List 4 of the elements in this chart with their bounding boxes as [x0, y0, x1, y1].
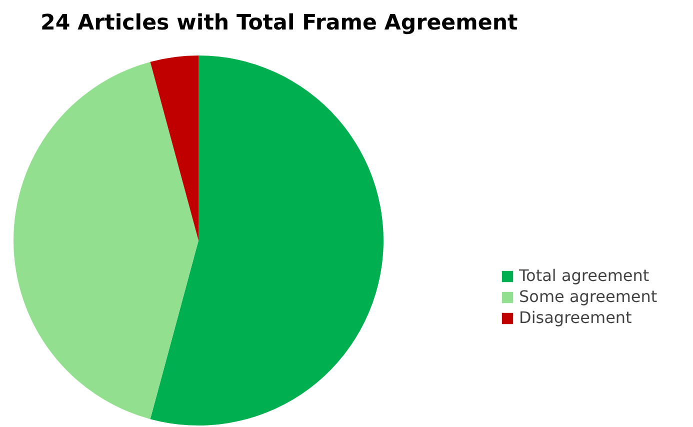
legend-label: Disagreement: [519, 308, 632, 327]
legend-label: Some agreement: [519, 287, 658, 306]
legend-label: Total agreement: [519, 266, 650, 285]
chart-title: 24 Articles with Total Frame Agreement: [40, 10, 518, 36]
